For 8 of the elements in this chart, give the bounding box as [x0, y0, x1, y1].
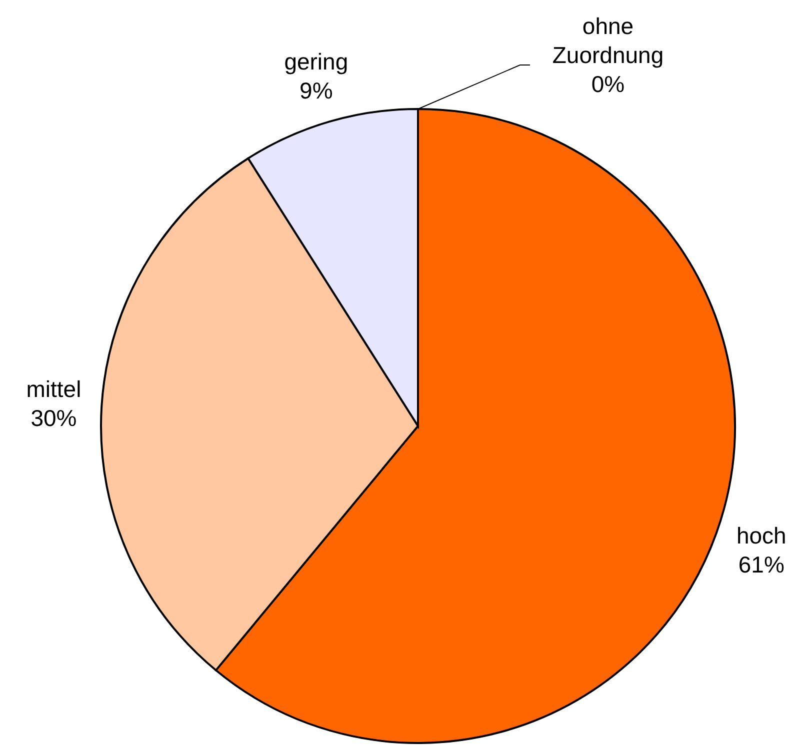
text: 0%: [591, 71, 625, 97]
data-label: 9%: [300, 77, 333, 104]
category-label: ohne Zuordnung: [552, 13, 664, 68]
data-label: 61%: [738, 552, 784, 578]
data-label: 30%: [30, 405, 77, 432]
slice-label: mittel: [26, 376, 82, 402]
slice-label: hoch: [736, 522, 786, 549]
slice-label: gering: [284, 48, 348, 74]
